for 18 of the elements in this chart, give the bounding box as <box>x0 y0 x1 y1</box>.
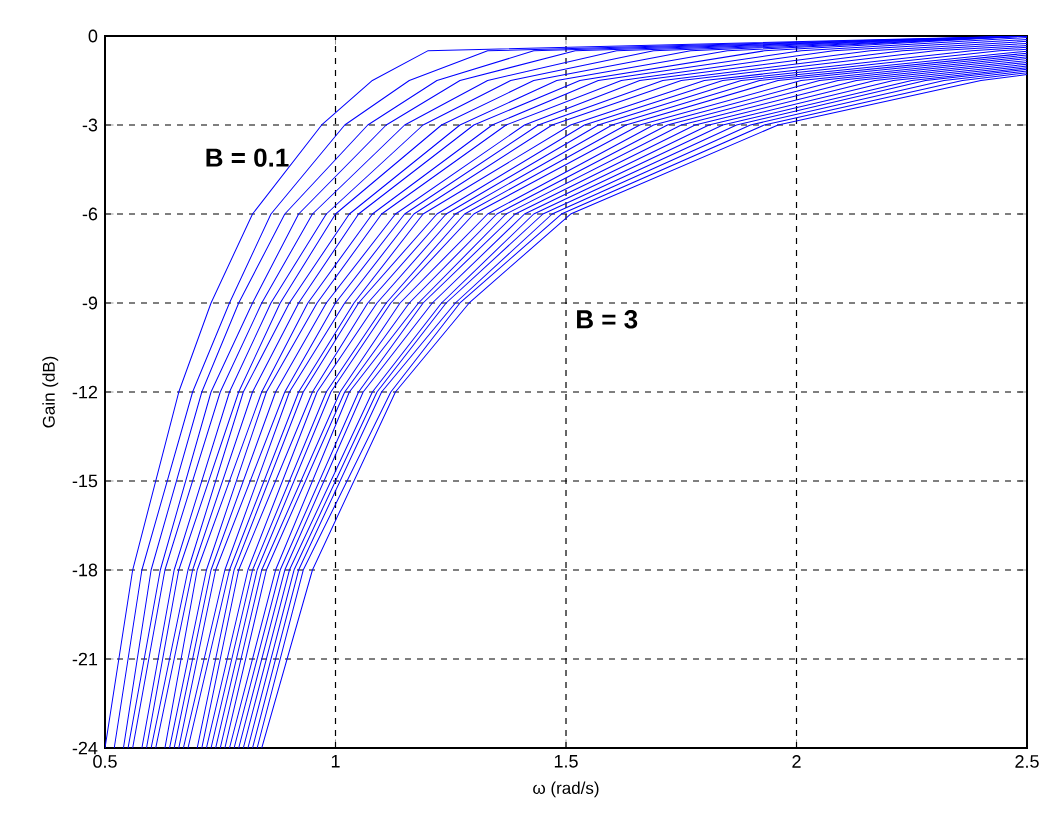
x-tick-label: 2.5 <box>1015 755 1039 768</box>
x-tick-label: 0.5 <box>93 755 117 768</box>
y-tick-label: -3 <box>82 118 98 132</box>
annotation: B = 3 <box>577 310 638 329</box>
x-tick-label: 1 <box>331 755 340 768</box>
y-tick-label: -12 <box>72 385 98 399</box>
y-tick-label: -24 <box>72 741 98 755</box>
y-tick-label: -21 <box>72 652 98 666</box>
y-tick-label: -6 <box>82 207 98 221</box>
x-tick-label: 1.5 <box>554 755 578 768</box>
y-tick-label: -9 <box>82 296 98 310</box>
x-axis-title: ω (rad/s) <box>533 781 599 798</box>
y-tick-label: -18 <box>72 563 98 577</box>
y-axis-title: Gain (dB) <box>42 356 59 428</box>
annotation: B = 0.1 <box>206 148 289 167</box>
y-tick-label: -15 <box>72 474 98 488</box>
x-tick-label: 2 <box>792 755 801 768</box>
y-tick-label: 0 <box>88 29 98 43</box>
